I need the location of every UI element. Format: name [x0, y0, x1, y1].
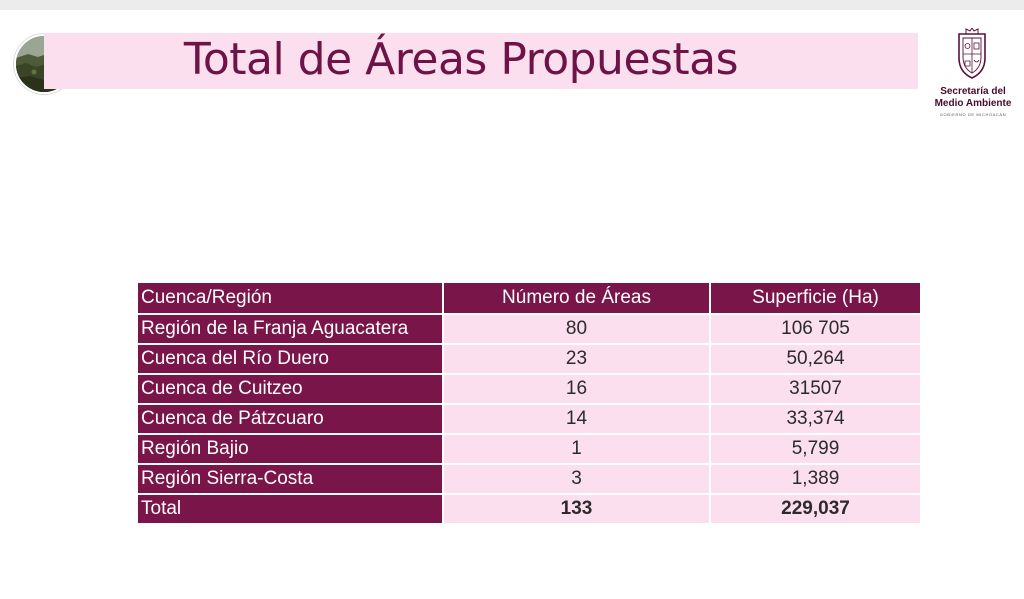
- surface-cell: 31507: [709, 373, 922, 405]
- logo-line-medio-ambiente: Medio Ambiente: [934, 98, 1012, 109]
- table-row: Región de la Franja Aguacatera 80 106 70…: [136, 313, 922, 345]
- region-name-cell: Región de la Franja Aguacatera: [136, 313, 444, 345]
- title-band: Total de Áreas Propuestas: [44, 33, 918, 89]
- table-row: Cuenca del Río Duero 23 50,264: [136, 343, 922, 375]
- table-row: Cuenca de Pátzcuaro 14 33,374: [136, 403, 922, 435]
- area-count-cell: 14: [442, 403, 711, 435]
- header-superficie: Superficie (Ha): [709, 281, 922, 315]
- header-cuenca-region: Cuenca/Región: [136, 281, 444, 315]
- surface-cell: 106 705: [709, 313, 922, 345]
- table-total-row: Total 133 229,037: [136, 493, 922, 525]
- total-count-cell: 133: [442, 493, 711, 525]
- logo-line-secretaria: Secretaría del: [940, 86, 1006, 97]
- table-row: Cuenca de Cuitzeo 16 31507: [136, 373, 922, 405]
- area-count-cell: 1: [442, 433, 711, 465]
- area-count-cell: 23: [442, 343, 711, 375]
- region-name-cell: Región Bajio: [136, 433, 444, 465]
- region-name-cell: Región Sierra-Costa: [136, 463, 444, 495]
- top-strip: [0, 0, 1024, 10]
- table-row: Región Bajio 1 5,799: [136, 433, 922, 465]
- area-count-cell: 80: [442, 313, 711, 345]
- table-row: Región Sierra-Costa 3 1,389: [136, 463, 922, 495]
- region-name-cell: Cuenca de Pátzcuaro: [136, 403, 444, 435]
- logo-line-gobierno: GOBIERNO DE MICHOACÁN: [939, 112, 1007, 117]
- secretaria-logo: Secretaría del Medio Ambiente GOBIERNO D…: [926, 28, 1020, 124]
- region-name-cell: Cuenca de Cuitzeo: [136, 373, 444, 405]
- surface-cell: 50,264: [709, 343, 922, 375]
- total-label-cell: Total: [136, 493, 444, 525]
- surface-cell: 1,389: [709, 463, 922, 495]
- table-header-row: Cuenca/Región Número de Áreas Superficie…: [136, 281, 922, 315]
- areas-table: Cuenca/Región Número de Áreas Superficie…: [136, 281, 922, 525]
- total-surface-cell: 229,037: [709, 493, 922, 525]
- surface-cell: 33,374: [709, 403, 922, 435]
- surface-cell: 5,799: [709, 433, 922, 465]
- area-count-cell: 16: [442, 373, 711, 405]
- coat-of-arms-icon: [958, 28, 986, 79]
- header-numero-areas: Número de Áreas: [442, 281, 711, 315]
- region-name-cell: Cuenca del Río Duero: [136, 343, 444, 375]
- area-count-cell: 3: [442, 463, 711, 495]
- page-title: Total de Áreas Propuestas: [183, 34, 739, 85]
